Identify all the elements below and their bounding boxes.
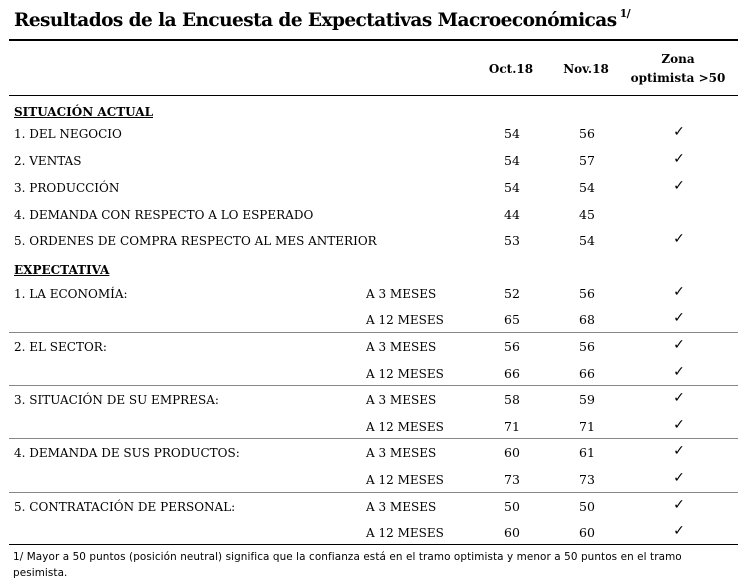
section-heading: EXPECTATIVA [14, 263, 110, 277]
row-horizon: A 3 MESES [366, 340, 437, 354]
check-icon: ✓ [673, 124, 685, 140]
row-label: 4. DEMANDA CON RESPECTO A LO ESPERADO [14, 208, 314, 222]
check-icon: ✓ [673, 284, 685, 300]
value-nov18: 73 [579, 472, 595, 487]
value-oct18: 44 [504, 207, 520, 222]
value-nov18: 50 [579, 499, 595, 514]
check-icon: ✓ [673, 523, 685, 539]
value-oct18: 71 [504, 419, 520, 434]
check-icon: ✓ [673, 443, 685, 459]
value-nov18: 45 [579, 207, 595, 222]
value-nov18: 56 [579, 339, 595, 354]
value-nov18: 54 [579, 233, 595, 248]
check-icon: ✓ [673, 390, 685, 406]
check-icon: ✓ [673, 497, 685, 513]
row-horizon: A 12 MESES [366, 367, 444, 381]
row-label: 2. EL SECTOR: [14, 340, 107, 354]
row-label: 3. PRODUCCIÓN [14, 181, 120, 195]
group-separator [9, 385, 738, 386]
value-oct18: 56 [504, 339, 520, 354]
value-nov18: 59 [579, 392, 595, 407]
value-oct18: 58 [504, 392, 520, 407]
check-icon: ✓ [673, 231, 685, 247]
value-nov18: 66 [579, 366, 595, 381]
title-text: Resultados de la Encuesta de Expectativa… [14, 10, 617, 32]
value-nov18: 60 [579, 525, 595, 540]
row-horizon: A 3 MESES [366, 500, 437, 514]
check-icon: ✓ [673, 470, 685, 486]
value-oct18: 53 [504, 233, 520, 248]
row-horizon: A 12 MESES [366, 473, 444, 487]
check-icon: ✓ [673, 310, 685, 326]
column-header-oct18: Oct.18 [488, 62, 534, 76]
row-label: 5. ORDENES DE COMPRA RESPECTO AL MES ANT… [14, 234, 377, 248]
row-label: 1. LA ECONOMÍA: [14, 287, 128, 301]
row-label: 3. SITUACIÓN DE SU EMPRESA: [14, 393, 219, 407]
row-horizon: A 3 MESES [366, 446, 437, 460]
value-oct18: 65 [504, 312, 520, 327]
row-horizon: A 12 MESES [366, 313, 444, 327]
value-nov18: 68 [579, 312, 595, 327]
footnote: 1/ Mayor a 50 puntos (posición neutral) … [13, 551, 682, 579]
title-footnote-mark: 1/ [619, 7, 631, 20]
row-label: 1. DEL NEGOCIO [14, 127, 122, 141]
value-nov18: 71 [579, 419, 595, 434]
footer-rule [9, 544, 738, 545]
value-nov18: 57 [579, 153, 595, 168]
row-label: 2. VENTAS [14, 154, 82, 168]
value-nov18: 56 [579, 286, 595, 301]
title-rule [9, 39, 738, 41]
check-icon: ✓ [673, 364, 685, 380]
value-oct18: 52 [504, 286, 520, 301]
row-label: 4. DEMANDA DE SUS PRODUCTOS: [14, 446, 240, 460]
value-nov18: 56 [579, 126, 595, 141]
column-header-zone-line2: optimista >50 [630, 71, 726, 85]
row-horizon: A 12 MESES [366, 420, 444, 434]
row-horizon: A 3 MESES [366, 287, 437, 301]
value-oct18: 50 [504, 499, 520, 514]
check-icon: ✓ [673, 337, 685, 353]
check-icon: ✓ [673, 417, 685, 433]
value-oct18: 54 [504, 126, 520, 141]
check-icon: ✓ [673, 151, 685, 167]
value-nov18: 61 [579, 445, 595, 460]
column-header-nov18: Nov.18 [563, 62, 609, 76]
row-horizon: A 12 MESES [366, 526, 444, 540]
value-nov18: 54 [579, 180, 595, 195]
page-title: Resultados de la Encuesta de Expectativa… [14, 7, 631, 32]
value-oct18: 60 [504, 445, 520, 460]
group-separator [9, 492, 738, 493]
check-icon: ✓ [673, 178, 685, 194]
column-header-zone-line1: Zona [661, 52, 695, 66]
row-horizon: A 3 MESES [366, 393, 437, 407]
value-oct18: 54 [504, 180, 520, 195]
value-oct18: 66 [504, 366, 520, 381]
header-rule [9, 95, 738, 96]
value-oct18: 60 [504, 525, 520, 540]
section-heading: SITUACIÓN ACTUAL [14, 105, 154, 119]
value-oct18: 54 [504, 153, 520, 168]
row-label: 5. CONTRATACIÓN DE PERSONAL: [14, 500, 236, 514]
group-separator [9, 438, 738, 439]
group-separator [9, 332, 738, 333]
value-oct18: 73 [504, 472, 520, 487]
